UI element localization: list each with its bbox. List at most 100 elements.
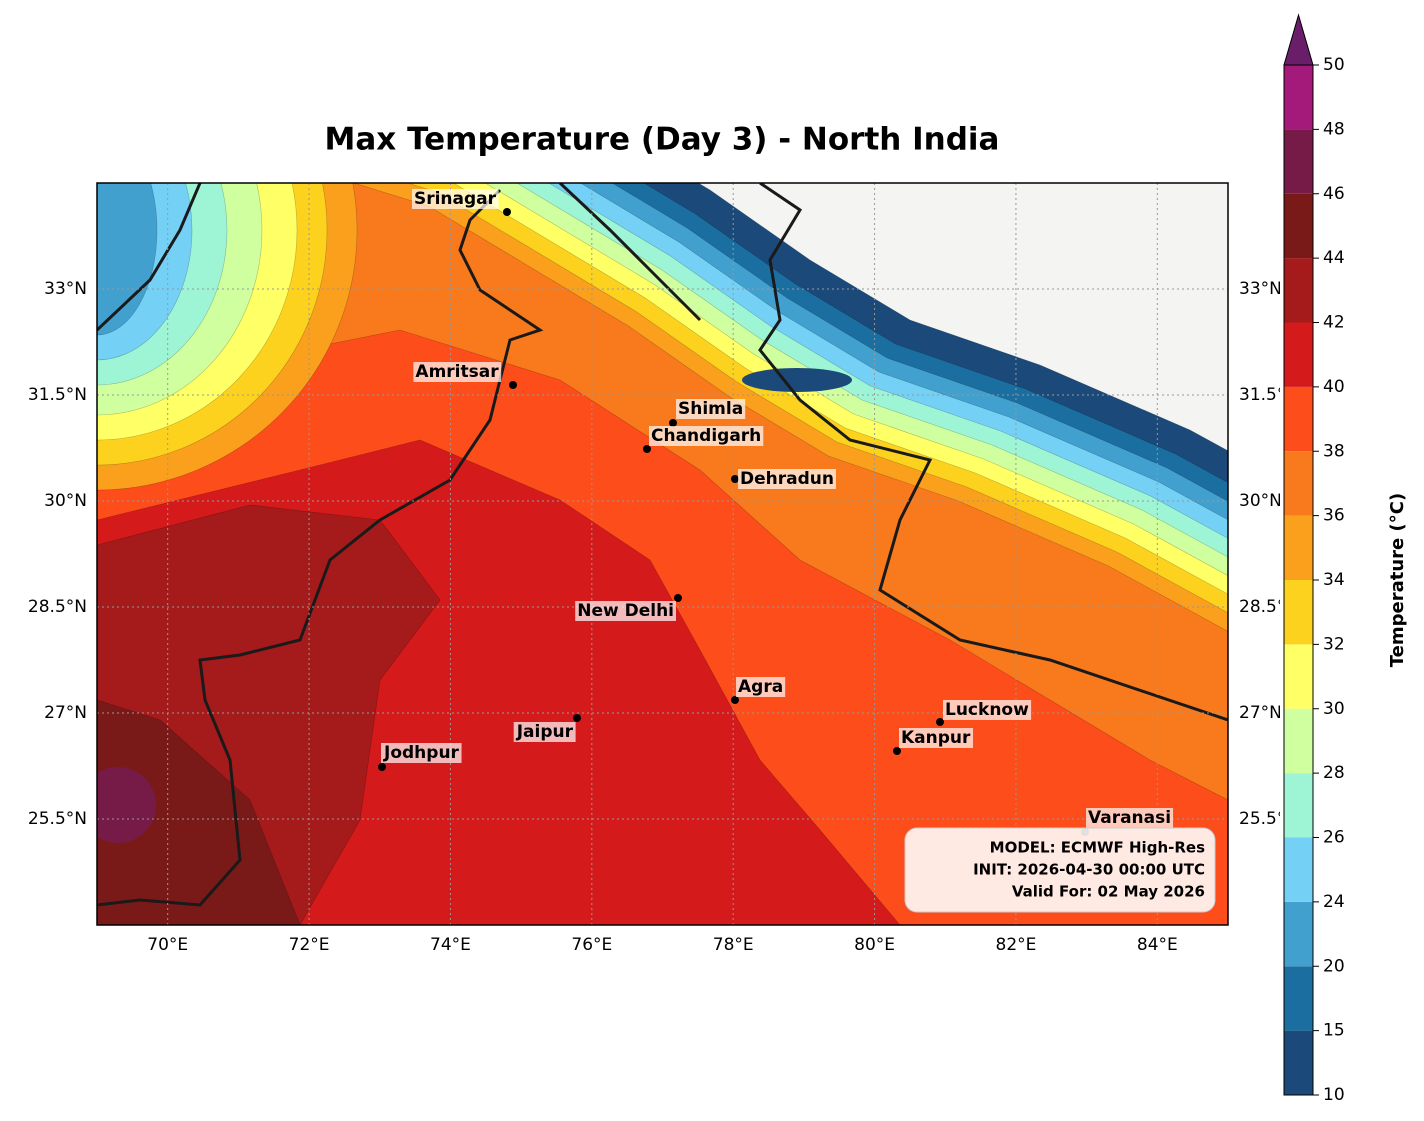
colorbar-segment bbox=[1284, 708, 1313, 774]
colorbar-segment bbox=[1284, 580, 1313, 645]
x-tick-label: 74°E bbox=[430, 935, 471, 955]
colorbar-tick-label: 15 bbox=[1323, 1021, 1345, 1041]
y-tick-label: 27°N bbox=[44, 703, 87, 723]
info-line: MODEL: ECMWF High-Res bbox=[990, 839, 1205, 857]
colorbar-segment bbox=[1284, 193, 1313, 259]
border bbox=[558, 183, 702, 322]
colorbar-tick-label: 28 bbox=[1323, 763, 1345, 783]
y-tick-label: 31.5°N bbox=[1239, 385, 1298, 405]
y-tick-label: 25.5°N bbox=[28, 809, 87, 829]
city-label-bg bbox=[676, 399, 746, 419]
map bbox=[97, 183, 1228, 925]
city-dot bbox=[643, 445, 651, 453]
y-tick-label: 25.5°N bbox=[1239, 809, 1298, 829]
city-label: Jaipur bbox=[516, 722, 574, 742]
city-dot bbox=[378, 763, 386, 771]
colorbar-tick-label: 48 bbox=[1323, 119, 1345, 139]
colorbar-tick-label: 24 bbox=[1323, 892, 1345, 912]
info-line: INIT: 2026-04-30 00:00 UTC bbox=[973, 861, 1205, 879]
city-label-bg bbox=[575, 601, 676, 621]
temp-zone bbox=[97, 699, 301, 925]
colorbar-segment bbox=[1284, 773, 1313, 838]
border bbox=[758, 183, 1228, 722]
colorbar-segment bbox=[1284, 1030, 1313, 1095]
city-label-bg bbox=[899, 728, 974, 748]
colorbar-tick-label: 32 bbox=[1323, 634, 1345, 654]
y-tick-label: 31.5°N bbox=[28, 385, 87, 405]
colorbar-segment bbox=[1284, 322, 1313, 387]
city-label: New Delhi bbox=[577, 601, 674, 621]
colorbar-segment bbox=[1284, 644, 1313, 709]
title: Max Temperature (Day 3) - North India bbox=[325, 122, 1000, 158]
city-dot bbox=[573, 714, 581, 722]
colorbar-tick-label: 44 bbox=[1323, 248, 1345, 268]
colorbar-segment bbox=[1284, 129, 1313, 194]
colorbar-tick-label: 26 bbox=[1323, 828, 1345, 848]
city-dot bbox=[936, 718, 944, 726]
colorbar-tick-label: 20 bbox=[1323, 956, 1345, 976]
y-tick-label: 33°N bbox=[44, 279, 87, 299]
city-label-bg bbox=[1086, 808, 1174, 828]
city-label-bg bbox=[413, 362, 502, 382]
border bbox=[97, 183, 202, 332]
city-label: Shimla bbox=[678, 399, 743, 419]
map-frame bbox=[96, 182, 1229, 926]
colorbar-tick-label: 30 bbox=[1323, 699, 1345, 719]
colorbar-tick-label: 42 bbox=[1323, 313, 1345, 333]
temp-zone bbox=[742, 368, 852, 392]
overlay: Srinagar Amritsar Shimla Chandigarh Dehradun… bbox=[378, 189, 1174, 836]
city-dot bbox=[669, 419, 677, 427]
y-tick-label: 30°N bbox=[44, 491, 87, 511]
colorbar-tick-label: 34 bbox=[1323, 570, 1345, 590]
city-label: Amritsar bbox=[415, 362, 499, 382]
colorbar-tick-label: 50 bbox=[1323, 55, 1345, 75]
y-tick-label: 28.5°N bbox=[1239, 597, 1298, 617]
x-tick-label: 84°E bbox=[1137, 935, 1178, 955]
city-label: Chandigarh bbox=[651, 426, 761, 446]
colorbar-segment bbox=[1284, 451, 1313, 516]
y-tick-label: 30°N bbox=[1239, 491, 1282, 511]
city-label: Kanpur bbox=[901, 728, 971, 748]
colorbar-tick-label: 46 bbox=[1323, 184, 1345, 204]
colorbar-segment bbox=[1284, 515, 1313, 580]
city-label-bg bbox=[381, 743, 462, 763]
colorbar-label: Temperature (°C) bbox=[1387, 493, 1408, 667]
city-label-bg bbox=[736, 677, 786, 697]
colorbar-segment bbox=[1284, 901, 1313, 967]
temp-zone bbox=[97, 767, 156, 843]
city-label-bg bbox=[411, 189, 499, 209]
city-dot bbox=[509, 381, 517, 389]
colorbar-segment bbox=[1284, 966, 1313, 1031]
city-label: Srinagar bbox=[414, 189, 497, 209]
x-tick-label: 82°E bbox=[996, 935, 1037, 955]
city-label-bg bbox=[738, 469, 836, 489]
colorbar-segment bbox=[1284, 258, 1313, 323]
colorbar-segment bbox=[1284, 837, 1313, 902]
city-dot bbox=[731, 696, 739, 704]
info-box-bg bbox=[904, 827, 1216, 913]
colorbar-tick-label: 36 bbox=[1323, 506, 1345, 526]
x-tick-label: 80°E bbox=[854, 935, 895, 955]
city-label-bg bbox=[649, 426, 764, 446]
info-box: MODEL: ECMWF High-Res INIT: 2026-04-30 0… bbox=[904, 827, 1216, 913]
colorbar-tick-label: 38 bbox=[1323, 441, 1345, 461]
y-tick-label: 27°N bbox=[1239, 703, 1282, 723]
info-line: Valid For: 02 May 2026 bbox=[1012, 883, 1205, 901]
x-tick-label: 70°E bbox=[147, 935, 188, 955]
city-label: Varanasi bbox=[1088, 808, 1171, 828]
colorbar-segment bbox=[1284, 65, 1313, 130]
city-label-bg bbox=[943, 700, 1032, 720]
temp-zone bbox=[97, 183, 158, 336]
colorbar-segment bbox=[1284, 386, 1313, 452]
city-label: Dehradun bbox=[740, 469, 834, 489]
city-label: Jodhpur bbox=[383, 743, 460, 763]
city-dot bbox=[674, 594, 682, 602]
city-dot bbox=[893, 747, 901, 755]
colorbar-extend bbox=[1283, 13, 1314, 66]
right-labels: 25.5°N 27°N 28.5°N 30°N 31.5°N 33°N bbox=[1239, 279, 1298, 829]
city-dot bbox=[731, 475, 739, 483]
city-dot bbox=[503, 208, 511, 216]
border bbox=[97, 188, 544, 907]
city-label-bg bbox=[513, 722, 576, 742]
